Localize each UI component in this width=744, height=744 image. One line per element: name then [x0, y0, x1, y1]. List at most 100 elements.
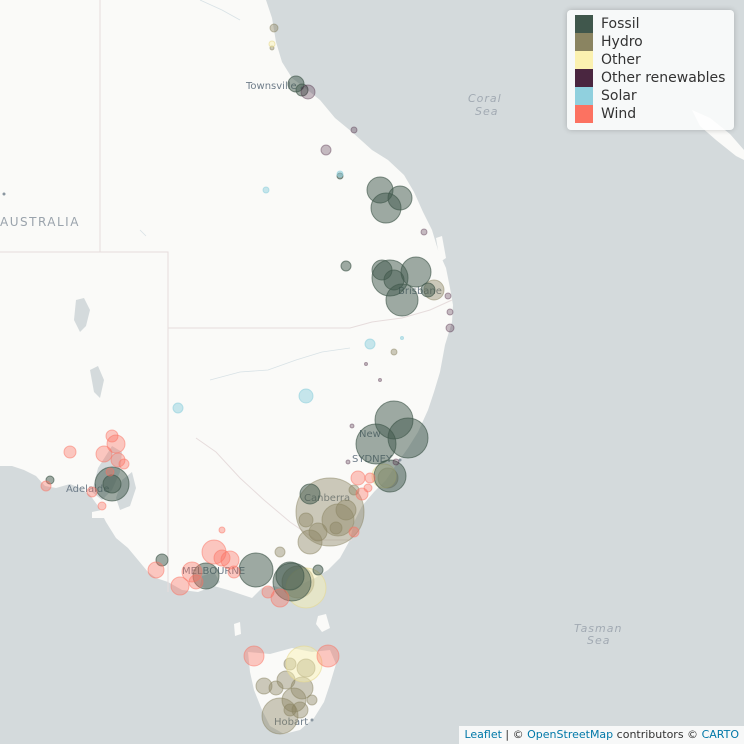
plant-marker-fossil[interactable] [295, 83, 309, 97]
plant-marker-wind[interactable] [261, 585, 275, 599]
plant-marker-wind[interactable] [188, 574, 204, 590]
legend-swatch-wind [575, 105, 593, 123]
plant-marker-fossil[interactable] [385, 283, 419, 317]
plant-marker-wind[interactable] [364, 472, 376, 484]
tasman-sea-label-2: Sea [587, 634, 611, 647]
plant-marker-wind[interactable] [86, 486, 98, 498]
flinders-island [316, 614, 330, 632]
plant-marker-wind[interactable] [316, 644, 340, 668]
plant-marker-wind[interactable] [213, 549, 231, 567]
plant-marker-wind[interactable] [170, 576, 190, 596]
plant-marker-solar[interactable] [400, 336, 404, 340]
plant-marker-fossil[interactable] [420, 282, 436, 298]
plant-marker-wind[interactable] [270, 588, 290, 608]
plant-marker-hydro[interactable] [291, 701, 309, 719]
plant-marker-hydro[interactable] [329, 521, 343, 535]
fraser-island [436, 236, 446, 262]
plant-marker-solar[interactable] [262, 186, 270, 194]
plant-marker-fossil[interactable] [373, 459, 407, 493]
plant-marker-wind[interactable] [220, 550, 240, 570]
plant-marker-wind[interactable] [97, 501, 107, 511]
plant-marker-other[interactable] [285, 645, 323, 683]
plant-marker-wind[interactable] [147, 561, 165, 579]
plant-marker-solar[interactable] [336, 170, 344, 178]
state-borders [0, 0, 453, 592]
plant-marker-fossil[interactable] [275, 561, 305, 591]
king-island [234, 622, 241, 636]
openstreetmap-link[interactable]: OpenStreetMap [527, 728, 614, 741]
plant-marker-solar[interactable] [364, 338, 376, 350]
plant-marker-other-renewables[interactable] [320, 144, 332, 156]
plant-marker-hydro[interactable] [283, 703, 297, 717]
plant-marker-other-renewables[interactable] [378, 378, 382, 382]
plant-marker-hydro[interactable] [281, 687, 307, 713]
plant-marker-hydro[interactable] [255, 677, 273, 695]
plant-marker-wind[interactable] [105, 467, 115, 477]
plant-marker-solar[interactable] [172, 402, 184, 414]
plant-marker-wind[interactable] [63, 445, 77, 459]
plant-marker-hydro[interactable] [269, 23, 279, 33]
plant-marker-fossil[interactable] [102, 474, 122, 494]
plant-marker-hydro[interactable] [298, 512, 314, 528]
carto-link[interactable]: CARTO [701, 728, 739, 741]
plant-marker-wind[interactable] [181, 561, 203, 583]
plant-marker-fossil[interactable] [312, 564, 324, 576]
plant-marker-other-renewables[interactable] [444, 292, 452, 300]
plant-marker-fossil[interactable] [238, 552, 274, 588]
map-attribution: Leaflet | © OpenStreetMap contributors ©… [459, 726, 744, 744]
plant-marker-other[interactable] [268, 40, 276, 48]
plant-marker-hydro[interactable] [335, 499, 357, 521]
plant-marker-wind[interactable] [40, 480, 52, 492]
plant-marker-other-renewables[interactable] [446, 308, 454, 316]
plant-marker-fossil[interactable] [45, 475, 55, 485]
plant-marker-other-renewables[interactable] [345, 459, 351, 465]
legend-label: Solar [601, 88, 637, 104]
plant-marker-fossil[interactable] [387, 185, 413, 211]
plant-marker-hydro[interactable] [261, 697, 299, 735]
plant-marker-other-renewables[interactable] [364, 362, 368, 366]
leaflet-link[interactable]: Leaflet [464, 728, 502, 741]
legend-item-fossil: Fossil [575, 15, 726, 33]
plant-marker-hydro[interactable] [297, 529, 323, 555]
townsville-label: Townsville [245, 81, 297, 92]
plant-marker-other-renewables[interactable] [349, 423, 355, 429]
plant-marker-hydro[interactable] [306, 694, 318, 706]
coral-sea-label-2: Sea [475, 105, 499, 118]
plant-marker-hydro[interactable] [283, 657, 297, 671]
plant-marker-wind[interactable] [363, 483, 373, 493]
legend-item-solar: Solar [575, 87, 726, 105]
plant-marker-fossil[interactable] [400, 256, 432, 288]
plant-marker-hydro[interactable] [390, 348, 398, 356]
plant-marker-fossil[interactable] [340, 260, 352, 272]
legend-label: Fossil [601, 16, 640, 32]
plant-marker-fossil[interactable] [355, 423, 397, 465]
tasmania-landmass [248, 648, 336, 734]
plant-marker-other-renewables[interactable] [420, 228, 428, 236]
plant-marker-hydro[interactable] [274, 546, 286, 558]
plant-marker-solar[interactable] [298, 388, 314, 404]
legend-swatch-hydro [575, 33, 593, 51]
plant-marker-other-renewables[interactable] [350, 126, 358, 134]
plant-marker-hydro[interactable] [296, 658, 316, 678]
plant-marker-wind[interactable] [106, 434, 126, 454]
plant-marker-wind[interactable] [118, 458, 130, 470]
plant-marker-other-renewables[interactable] [392, 458, 400, 466]
plant-marker-wind[interactable] [218, 526, 226, 534]
plant-marker-wind[interactable] [243, 645, 265, 667]
plant-marker-other-renewables[interactable] [300, 84, 316, 100]
plant-marker-fossil[interactable] [299, 483, 321, 505]
plant-marker-wind[interactable] [348, 526, 360, 538]
plant-marker-wind[interactable] [110, 452, 126, 468]
lake [90, 366, 104, 398]
plant-marker-wind[interactable] [350, 470, 366, 486]
kangaroo-island [92, 508, 118, 518]
plant-marker-wind[interactable] [95, 445, 113, 463]
power-plant-markers[interactable] [40, 23, 455, 735]
legend-item-other-renewables: Other renewables [575, 69, 726, 87]
plant-marker-wind[interactable] [227, 565, 241, 579]
legend-label: Other renewables [601, 70, 726, 86]
legend-item-other: Other [575, 51, 726, 69]
plant-marker-other-renewables[interactable] [445, 323, 455, 333]
plant-marker-hydro[interactable] [290, 676, 314, 700]
